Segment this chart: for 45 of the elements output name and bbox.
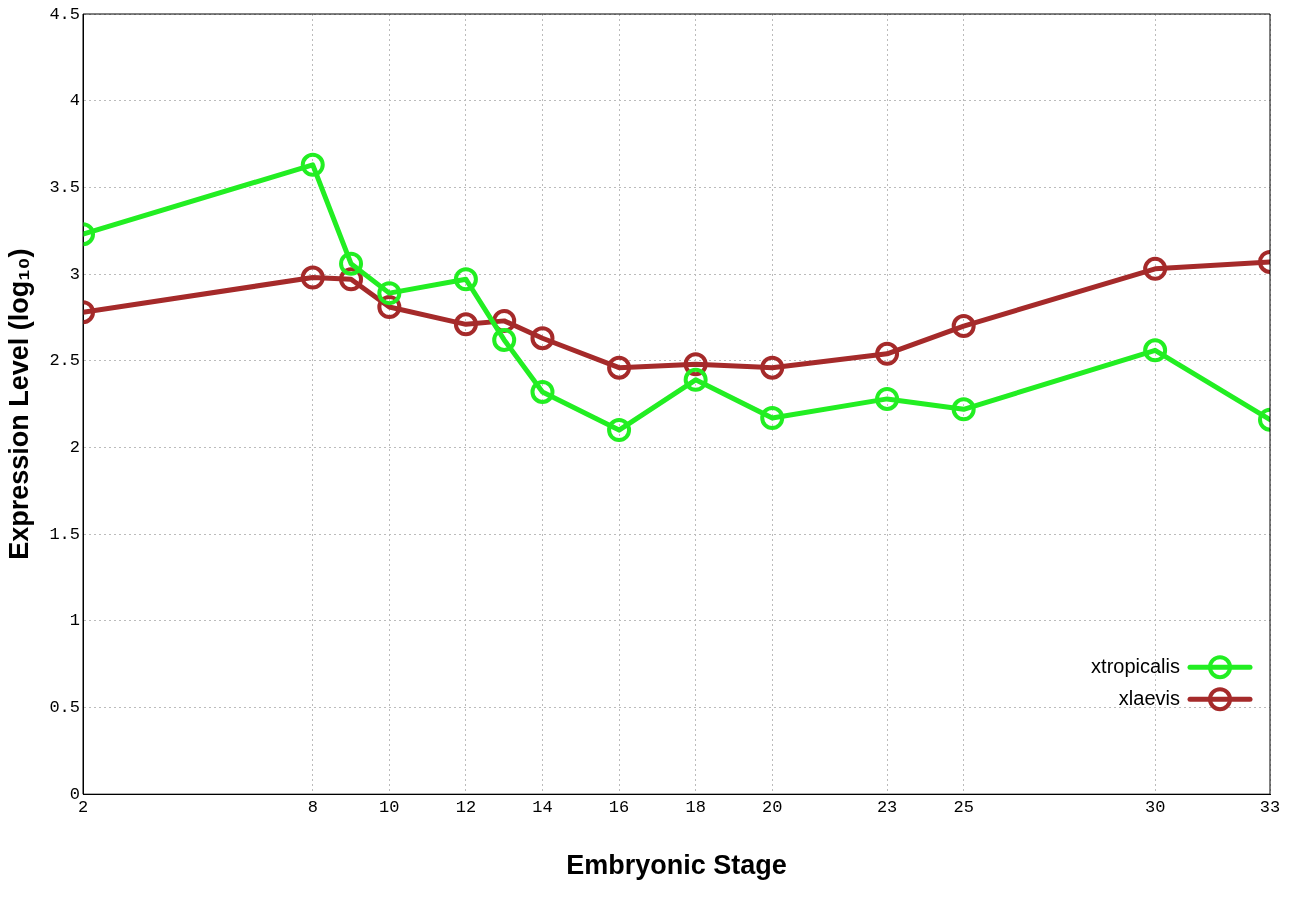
point (760, 355, 785, 380)
x-tick-label: 33 (1259, 797, 1281, 817)
y-tick-label: 0 (69, 784, 80, 804)
y-tick-label: 0.5 (49, 698, 80, 718)
point (492, 327, 517, 352)
y-tick-label: 1 (69, 611, 80, 631)
x-tick-label: 16 (608, 797, 630, 817)
point (607, 355, 632, 380)
x-axis-title: Embryonic Stage (566, 850, 787, 881)
y-axis-title: Expression Level (log₁₀) (3, 248, 34, 560)
legend-label: xlaevis (1118, 686, 1180, 709)
y-tick-label: 2 (69, 437, 80, 457)
point (300, 152, 325, 177)
point (607, 418, 632, 443)
point (377, 281, 402, 306)
y-tick-label: 4.5 (49, 4, 80, 24)
point (453, 267, 478, 292)
y-tick-label: 3.5 (49, 177, 80, 197)
y-tick-label: 1.5 (49, 524, 80, 544)
y-tick-label: 4 (69, 91, 80, 111)
y-tick-label: 3 (69, 264, 80, 284)
x-tick-label: 20 (762, 797, 783, 817)
point (530, 326, 555, 351)
point (1143, 338, 1168, 363)
x-tick-label: 23 (876, 797, 898, 817)
point (530, 379, 555, 404)
legend-label: xtropicalis (1091, 654, 1180, 677)
point (951, 314, 976, 339)
x-tick-label: 12 (455, 797, 477, 817)
point (300, 265, 325, 290)
point (683, 367, 708, 392)
x-tick-label: 8 (307, 797, 318, 817)
x-tick-label: 14 (532, 797, 553, 817)
point (760, 405, 785, 430)
point (1143, 256, 1168, 281)
point (339, 251, 364, 276)
point (951, 397, 976, 422)
x-tick-label: 18 (685, 797, 706, 817)
y-tick-label: 2.5 (49, 351, 80, 371)
x-tick-label: 30 (1144, 797, 1166, 817)
point (875, 341, 900, 366)
point (453, 312, 478, 337)
point (875, 386, 900, 411)
x-tick-label: 25 (953, 797, 974, 817)
x-tick-label: 10 (379, 797, 400, 817)
